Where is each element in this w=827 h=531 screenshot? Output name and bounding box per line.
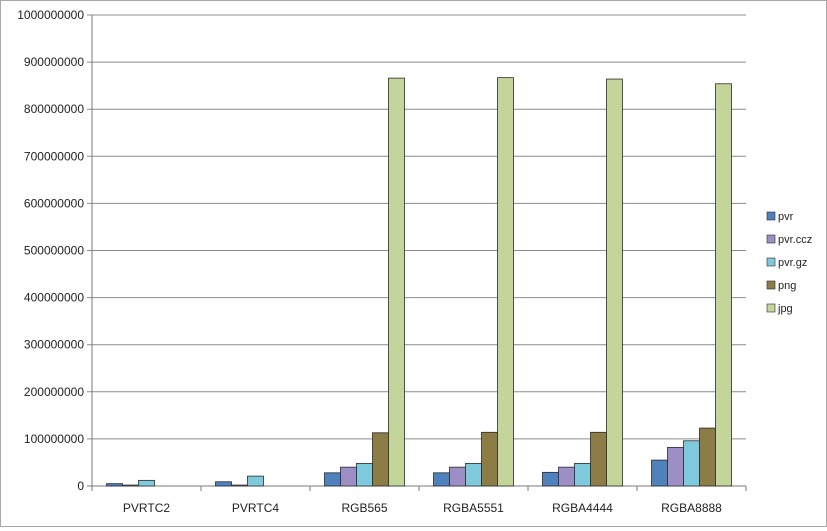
x-tick-label: PVRTC2 bbox=[123, 501, 170, 515]
bar-pvr-gz bbox=[247, 475, 264, 487]
bar-png bbox=[590, 431, 607, 487]
y-tick-label: 700000000 bbox=[24, 149, 84, 163]
bar-pvr-ccz bbox=[122, 484, 139, 487]
legend-label: pvr.ccz bbox=[778, 234, 812, 246]
legend-label: jpg bbox=[777, 303, 793, 315]
bar-jpg bbox=[388, 77, 405, 487]
bar-pvr-ccz bbox=[667, 446, 684, 487]
bar-pvr-gz bbox=[138, 479, 155, 487]
legend-swatch bbox=[766, 257, 776, 267]
bar-png bbox=[372, 432, 389, 487]
bar-pvr bbox=[542, 471, 559, 487]
bar-pvr-ccz bbox=[340, 466, 357, 487]
y-tick-label: 800000000 bbox=[24, 102, 84, 116]
y-tick-label: 1000000000 bbox=[17, 8, 84, 22]
bar-png bbox=[699, 427, 716, 487]
y-tick-label: 900000000 bbox=[24, 55, 84, 69]
legend: pvr pvr.ccz pvr.gz png jpg bbox=[766, 211, 812, 315]
bar-pvr-gz bbox=[356, 462, 373, 487]
x-tick-label: RGBA5551 bbox=[443, 501, 504, 515]
y-tick-label: 200000000 bbox=[24, 385, 84, 399]
x-tick-label: PVRTC4 bbox=[232, 501, 279, 515]
gridlines bbox=[87, 14, 746, 487]
bar-pvr bbox=[433, 472, 450, 487]
bar-pvr-ccz bbox=[231, 484, 248, 487]
legend-label: png bbox=[778, 280, 796, 292]
bar-pvr-gz bbox=[465, 462, 482, 487]
x-tick-label: RGBA4444 bbox=[552, 501, 613, 515]
x-axis: PVRTC2 PVRTC4 RGB565 RGBA5551 RGBA4444 RGBA88… bbox=[91, 486, 747, 515]
legend-swatch bbox=[766, 303, 776, 313]
bar-pvr bbox=[324, 472, 341, 487]
legend-swatch bbox=[766, 211, 776, 221]
bar-pvr-gz bbox=[574, 462, 591, 487]
y-tick-label: 0 bbox=[77, 479, 84, 493]
bars bbox=[106, 77, 732, 487]
bar-pvr bbox=[651, 459, 668, 487]
x-tick-label: RGB565 bbox=[341, 501, 387, 515]
legend-swatch bbox=[766, 280, 776, 290]
x-tick-label: RGBA8888 bbox=[661, 501, 722, 515]
bar-jpg bbox=[497, 77, 514, 487]
bar-jpg bbox=[715, 83, 732, 487]
bar-jpg bbox=[606, 78, 623, 487]
y-axis: 0 100000000 200000000 300000000 400000000 500… bbox=[17, 8, 93, 493]
y-tick-label: 300000000 bbox=[24, 338, 84, 352]
bar-png bbox=[481, 431, 498, 487]
bar-pvr bbox=[215, 481, 232, 487]
legend-label: pvr.gz bbox=[778, 257, 807, 269]
bar-pvr-ccz bbox=[449, 466, 466, 487]
y-tick-label: 500000000 bbox=[24, 244, 84, 258]
bar-pvr bbox=[106, 483, 123, 487]
bar-pvr-gz bbox=[683, 440, 700, 487]
y-tick-label: 100000000 bbox=[24, 432, 84, 446]
legend-swatch bbox=[766, 234, 776, 244]
y-tick-label: 600000000 bbox=[24, 196, 84, 210]
legend-label: pvr bbox=[778, 211, 794, 223]
y-tick-label: 400000000 bbox=[24, 291, 84, 305]
bar-pvr-ccz bbox=[558, 466, 575, 487]
